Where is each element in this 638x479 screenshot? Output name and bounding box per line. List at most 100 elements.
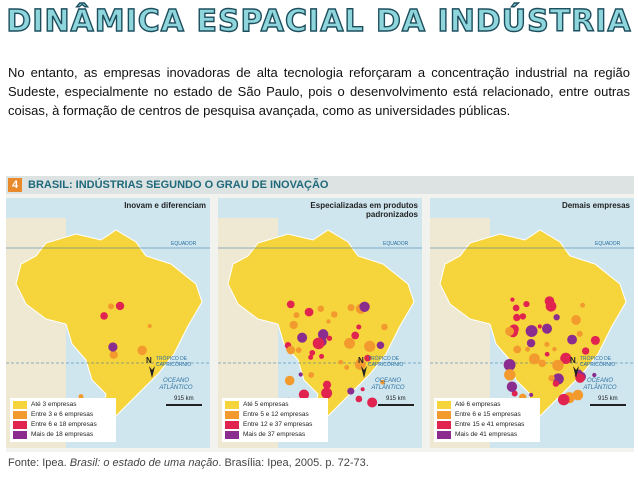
region xyxy=(308,354,314,360)
legend-item: Até 5 empresas xyxy=(225,400,325,410)
region xyxy=(528,353,540,365)
region xyxy=(355,395,363,403)
paragraph: No entanto, as empresas inovadoras de al… xyxy=(8,65,630,118)
region xyxy=(553,314,560,321)
legend-item: Entre 6 e 18 empresas xyxy=(13,420,113,430)
region xyxy=(297,332,308,343)
brazil xyxy=(15,229,203,421)
region xyxy=(581,347,590,355)
region xyxy=(115,301,125,311)
region xyxy=(108,342,118,352)
region xyxy=(147,323,152,329)
legend-item: Entre 3 e 6 empresas xyxy=(13,410,113,420)
region xyxy=(317,305,325,312)
legend-swatch xyxy=(225,431,239,439)
region xyxy=(344,337,355,349)
region xyxy=(347,304,355,312)
region xyxy=(525,346,530,352)
legend-swatch xyxy=(437,401,451,409)
legend-item: Entre 6 e 15 empresas xyxy=(437,410,537,420)
legend: Até 6 empresas Entre 6 e 15 empresas Entre… xyxy=(434,398,540,442)
region xyxy=(552,347,557,352)
region xyxy=(344,365,350,370)
legend-item: Entre 5 e 12 empresas xyxy=(225,410,325,420)
region xyxy=(590,335,600,345)
legend-item: Mais de 37 empresas xyxy=(225,430,325,440)
region xyxy=(505,326,515,336)
region xyxy=(538,359,546,368)
region xyxy=(326,319,331,324)
region xyxy=(356,324,362,330)
ocean-label: OCEANO ATLÂNTICO xyxy=(371,378,405,391)
region xyxy=(592,372,597,378)
north-arrow xyxy=(149,366,155,378)
region xyxy=(304,307,314,317)
region xyxy=(326,335,333,341)
legend-item: Mais de 18 empresas xyxy=(13,430,113,440)
map-panel: Demais empresas EQUADOR TRÓPICO DE CAPRICÓ… xyxy=(430,198,634,448)
region xyxy=(544,351,550,357)
region xyxy=(319,353,325,359)
region xyxy=(525,325,538,337)
region xyxy=(576,330,583,337)
figure: 4 BRASIL: INDÚSTRIAS SEGUNDO O GRAU DE I… xyxy=(6,176,634,452)
legend-swatch xyxy=(437,411,451,419)
legend-swatch xyxy=(437,431,451,439)
north-label: N xyxy=(358,356,364,365)
equator-label: EQUADOR xyxy=(595,241,621,247)
region xyxy=(381,323,388,331)
legend-item: Mais de 41 empresas xyxy=(437,430,537,440)
scale-label: 915 km xyxy=(386,396,406,402)
legend: Até 5 empresas Entre 5 e 12 empresas Entre… xyxy=(222,398,328,442)
region xyxy=(510,297,515,302)
region xyxy=(526,338,536,348)
map-title: Inovam e diferenciam xyxy=(124,201,206,210)
legend-swatch xyxy=(13,401,27,409)
tropic-label: TRÓPICO DE CAPRICÓRNIO xyxy=(580,356,616,368)
legend-item: Entre 12 e 37 empresas xyxy=(225,420,325,430)
region xyxy=(537,324,542,329)
region xyxy=(523,300,530,308)
north-arrow xyxy=(573,366,579,378)
region xyxy=(284,375,295,386)
region xyxy=(308,371,315,378)
region xyxy=(359,301,370,312)
map-panel: Inovam e diferenciam EQUADOR TRÓPICO DE CA… xyxy=(6,198,210,448)
north-label: N xyxy=(570,356,576,365)
region xyxy=(504,369,516,381)
region xyxy=(548,375,555,382)
region xyxy=(286,345,296,355)
source-suffix: . Brasília: Ipea, 2005. p. 72-73. xyxy=(218,457,369,469)
equator-label: EQUADOR xyxy=(171,241,197,247)
region xyxy=(560,352,572,365)
region xyxy=(351,331,360,340)
region xyxy=(298,372,303,377)
figure-header: 4 BRASIL: INDÚSTRIAS SEGUNDO O GRAU DE I… xyxy=(6,176,634,194)
region xyxy=(513,313,521,322)
region xyxy=(364,340,376,352)
legend-swatch xyxy=(13,411,27,419)
region xyxy=(100,312,108,320)
legend: Até 3 empresas Entre 3 e 6 empresas Entre … xyxy=(10,398,116,442)
tropic-label: TRÓPICO DE CAPRICÓRNIO xyxy=(368,356,404,368)
region xyxy=(558,393,570,406)
source-prefix: Fonte: Ipea. xyxy=(8,457,70,469)
region xyxy=(137,345,147,356)
region xyxy=(580,302,586,308)
north-label: N xyxy=(146,356,152,365)
legend-swatch xyxy=(13,421,27,429)
region xyxy=(541,323,553,334)
region xyxy=(572,389,584,401)
region xyxy=(519,313,527,320)
map-title: Demais empresas xyxy=(561,201,630,210)
region xyxy=(360,387,365,392)
legend-swatch xyxy=(225,421,239,429)
region xyxy=(317,329,329,340)
legend-swatch xyxy=(437,421,451,429)
region xyxy=(322,380,332,389)
figure-title: BRASIL: INDÚSTRIAS SEGUNDO O GRAU DE INO… xyxy=(28,179,329,191)
region xyxy=(347,387,355,395)
region xyxy=(512,304,520,312)
ocean-label: OCEANO ATLÂNTICO xyxy=(583,378,617,391)
